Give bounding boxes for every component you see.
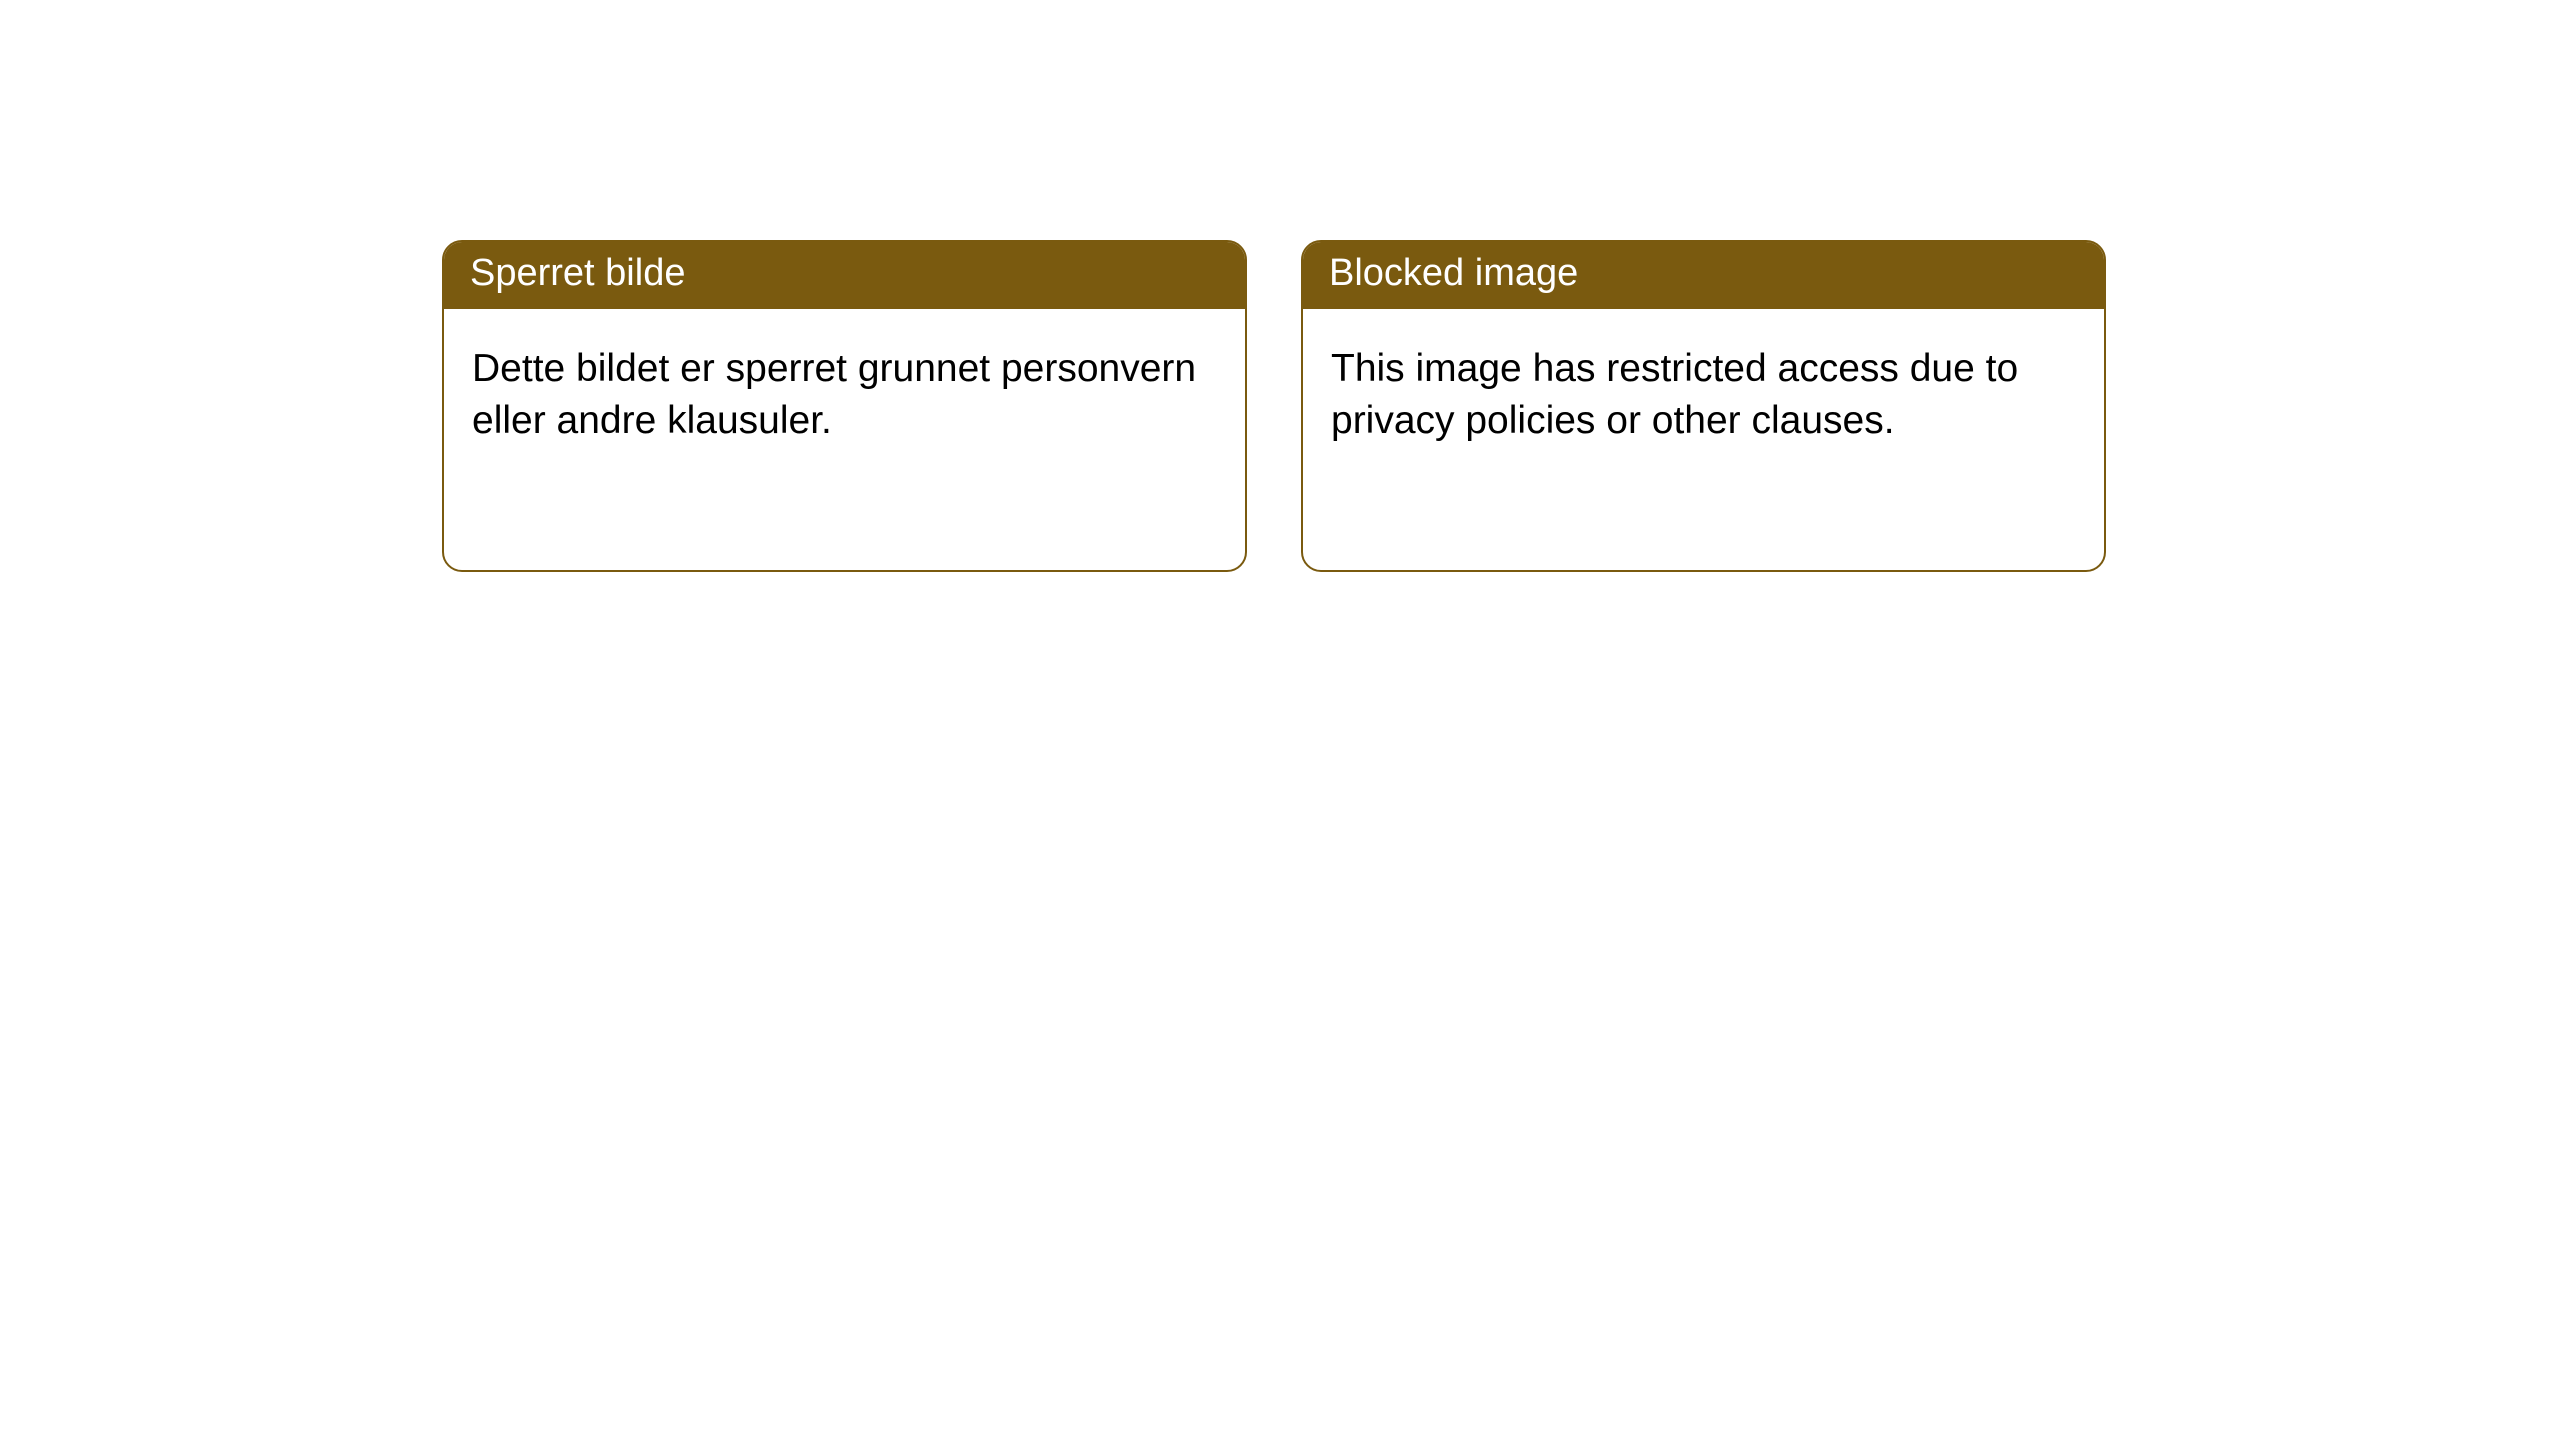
card-body-norwegian: Dette bildet er sperret grunnet personve…: [444, 309, 1245, 482]
card-body-text-english: This image has restricted access due to …: [1331, 347, 2018, 442]
card-body-english: This image has restricted access due to …: [1303, 309, 2104, 482]
cards-container: Sperret bilde Dette bildet er sperret gr…: [0, 0, 2560, 572]
card-header-norwegian: Sperret bilde: [444, 242, 1245, 309]
card-title-norwegian: Sperret bilde: [470, 252, 685, 294]
card-body-text-norwegian: Dette bildet er sperret grunnet personve…: [472, 347, 1196, 442]
card-header-english: Blocked image: [1303, 242, 2104, 309]
blocked-image-card-english: Blocked image This image has restricted …: [1301, 240, 2106, 572]
card-title-english: Blocked image: [1329, 252, 1578, 294]
blocked-image-card-norwegian: Sperret bilde Dette bildet er sperret gr…: [442, 240, 1247, 572]
